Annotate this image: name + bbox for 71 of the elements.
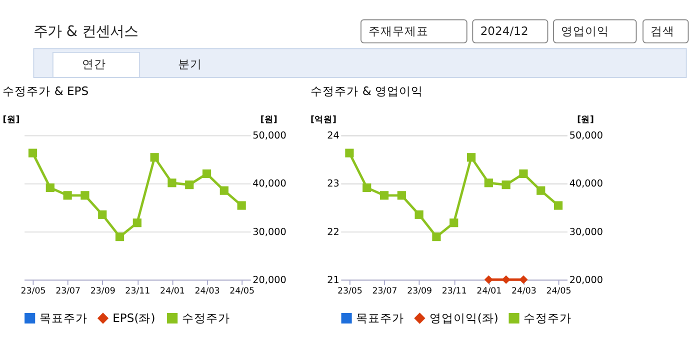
x-tick-label: 24/05 [230, 286, 255, 297]
text: 분기 [178, 56, 202, 71]
point [554, 201, 563, 210]
x-tick-label: 23/11 [125, 286, 150, 297]
x-tick-label: 23/09 [90, 286, 116, 297]
point [414, 210, 424, 219]
x-tick-label: 23/05 [20, 286, 46, 297]
y2-tick-label: 40,000 [252, 178, 286, 190]
point [28, 148, 38, 158]
x-tick-label: 23/07 [372, 286, 398, 297]
point [450, 218, 458, 228]
point [536, 186, 546, 195]
legend-label: 목표주가 [39, 311, 88, 326]
text: 검색 [650, 24, 675, 38]
point [362, 183, 372, 192]
y2-tick-label: 50,000 [252, 130, 286, 142]
point [168, 178, 176, 188]
y-tick-label: 23 [327, 178, 340, 190]
point [202, 169, 212, 178]
y2-tick-label: 30,000 [569, 226, 604, 238]
point [98, 210, 107, 219]
point [466, 153, 476, 162]
y-tick-label: 21 [327, 274, 340, 286]
y2-tick-label: 40,000 [569, 178, 604, 190]
point [132, 218, 142, 228]
legend-label: 목표주가 [356, 311, 404, 326]
text: 연간 [82, 56, 106, 71]
x-tick-label: 24/03 [194, 286, 220, 297]
point [63, 191, 72, 200]
legend-label: 수정주가 [524, 311, 572, 326]
point [484, 178, 493, 188]
point [397, 191, 406, 200]
point [519, 169, 528, 178]
x-tick-label: 23/05 [337, 286, 362, 297]
point [380, 191, 389, 200]
y2-axis-title: [원] [577, 115, 594, 126]
x-tick-label: 23/07 [56, 286, 81, 297]
text: 주가 & 컨센서스 [34, 24, 138, 40]
text: 2024/12 [480, 24, 528, 38]
x-tick-label: 23/11 [442, 286, 467, 297]
x-tick-label: 24/01 [476, 286, 502, 297]
point [345, 148, 354, 158]
legend-label: 영업이익(좌) [429, 311, 498, 326]
x-tick-label: 24/01 [160, 286, 185, 297]
y2-tick-label: 20,000 [252, 274, 286, 286]
point [115, 232, 124, 242]
x-tick-label: 24/03 [511, 286, 536, 297]
point [237, 201, 246, 210]
point [150, 153, 159, 162]
y2-tick-label: 20,000 [569, 274, 604, 286]
y-axis-title: [원] [2, 115, 20, 126]
y-axis-title: [억원] [310, 115, 336, 126]
x-tick-label: 23/09 [407, 286, 432, 297]
chart-title: 수정주가 & EPS [2, 84, 89, 98]
point [432, 232, 441, 242]
y2-tick-label: 30,000 [252, 226, 286, 238]
y-tick-label: 22 [327, 226, 340, 238]
text: 영업이익 [561, 24, 610, 38]
legend-label: 수정주가 [182, 311, 230, 326]
legend-label: EPS(좌) [112, 311, 156, 326]
point [80, 191, 90, 200]
point [185, 180, 194, 190]
y-tick-label: 24 [327, 130, 340, 142]
point [220, 186, 228, 195]
text: 주재무제표 [368, 24, 429, 38]
point [46, 183, 54, 192]
chart-title: 수정주가 & 영업이익 [310, 84, 424, 98]
point [502, 180, 510, 190]
y2-tick-label: 50,000 [569, 130, 604, 142]
y2-axis-title: [원] [260, 115, 278, 126]
x-tick-label: 24/05 [546, 286, 572, 297]
